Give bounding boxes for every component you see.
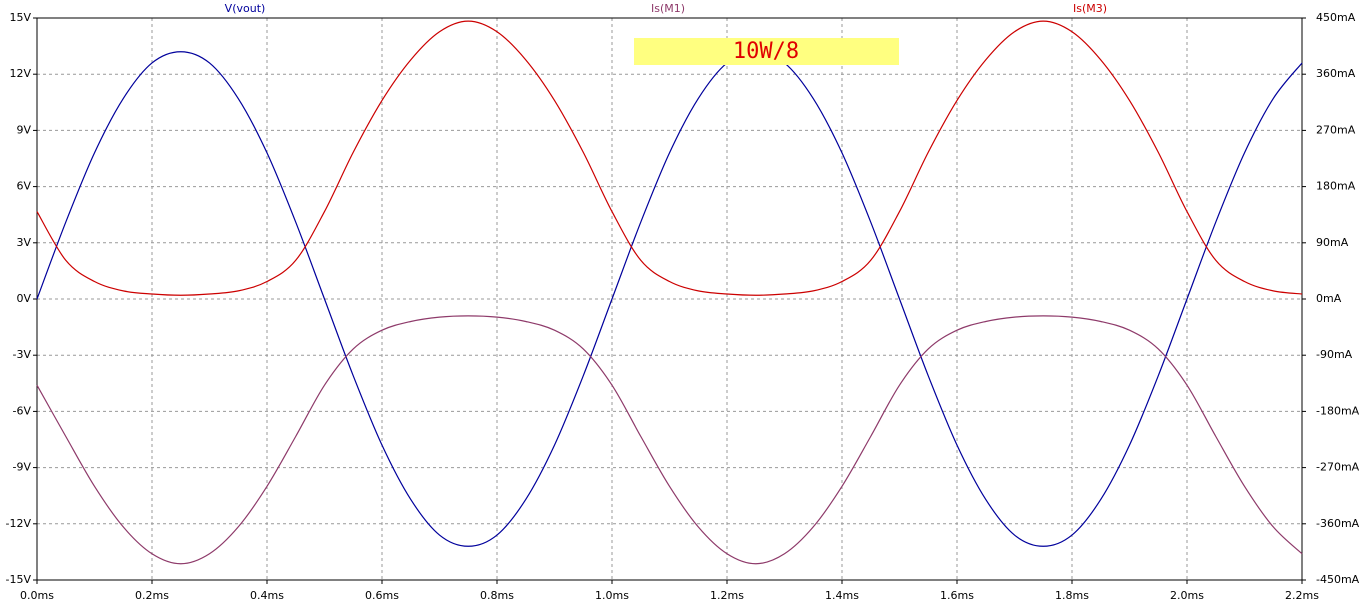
legend-label: Is(M3) [1073,2,1107,15]
y2-tick-label: 0mA [1316,292,1342,305]
y2-tick-label: -360mA [1316,517,1360,530]
x-tick-label: 1.0ms [595,589,629,602]
y2-tick-label: 90mA [1316,236,1349,249]
x-tick-label: 0.4ms [250,589,284,602]
y-tick-label: -12V [6,517,32,530]
y-tick-label: -15V [6,573,32,586]
legend-label: Is(M1) [651,2,685,15]
annotation-box [634,38,899,65]
y-tick-label: 15V [9,11,31,24]
x-tick-label: 2.0ms [1170,589,1204,602]
y-tick-label: -6V [13,404,32,417]
series-line [36,20,1303,296]
y2-tick-label: 450mA [1316,11,1356,24]
annotation: 10W/8 [733,39,799,64]
x-tick-label: 0.6ms [365,589,399,602]
y-tick-label: 6V [16,180,31,193]
y-tick-label: 3V [16,236,31,249]
y2-tick-label: -180mA [1316,404,1360,417]
y2-tick-label: 360mA [1316,67,1356,80]
y2-tick-label: -270mA [1316,461,1360,474]
x-tick-label: 0.2ms [135,589,169,602]
y2-tick-label: 180mA [1316,180,1356,193]
series-line [36,51,1303,547]
y2-tick-label: -450mA [1316,573,1360,586]
series-line [36,315,1303,565]
y-tick-label: 9V [16,123,31,136]
x-tick-label: 2.2ms [1285,589,1319,602]
y2-tick-label: 270mA [1316,123,1356,136]
x-tick-label: 1.8ms [1055,589,1089,602]
legend-label: V(vout) [225,2,266,15]
y2-tick-label: -90mA [1316,348,1353,361]
y-tick-label: 0V [16,292,31,305]
x-tick-label: 1.2ms [710,589,744,602]
x-tick-label: 1.6ms [940,589,974,602]
y-tick-label: 12V [9,67,31,80]
x-tick-label: 0.0ms [20,589,54,602]
y-tick-label: -9V [13,461,32,474]
y-tick-label: -3V [13,348,32,361]
x-tick-label: 1.4ms [825,589,859,602]
x-tick-label: 0.8ms [480,589,514,602]
